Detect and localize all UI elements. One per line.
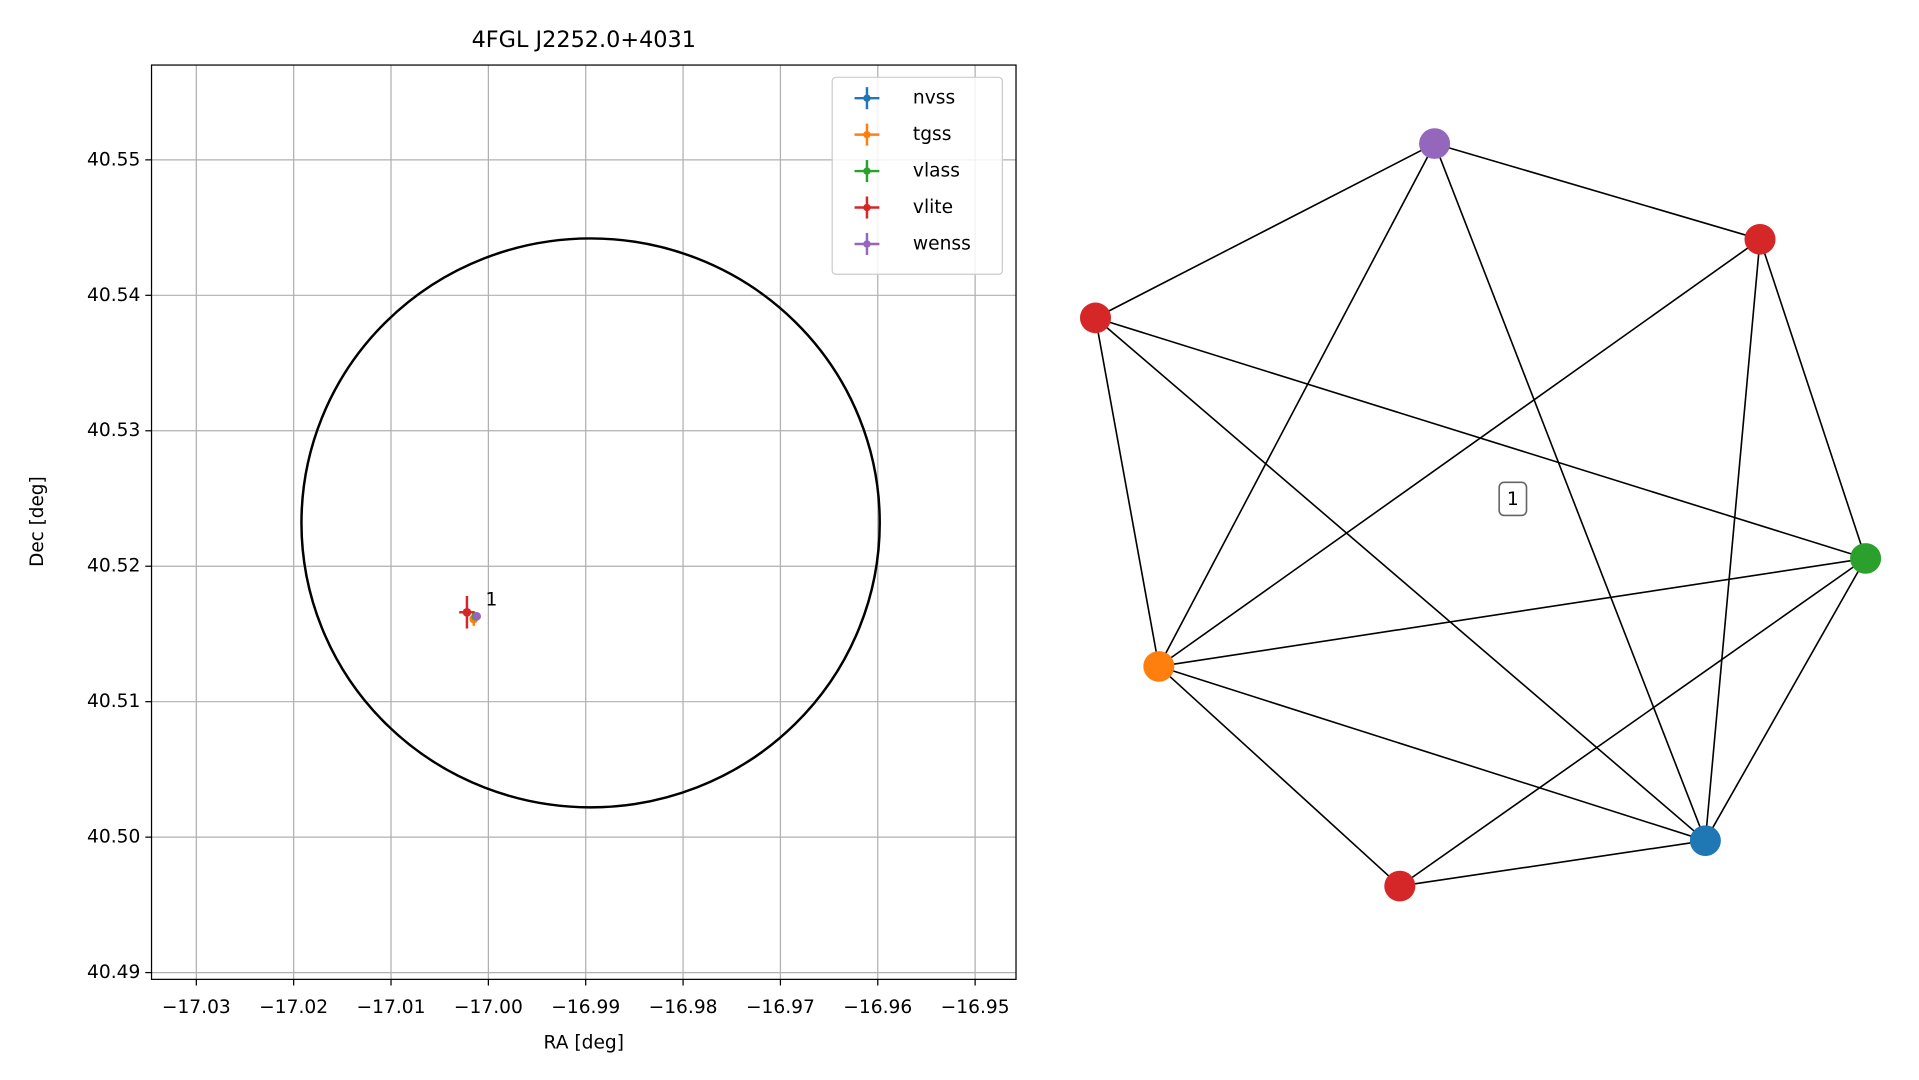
legend-label: tgss (913, 124, 952, 145)
plot-area: 1 (300, 237, 881, 809)
axes: −17.03 −17.02 −17.01 −17.00 −16.99 −16.98 −16.… (87, 64, 1017, 1018)
node (1143, 651, 1175, 682)
edge (1158, 143, 1436, 667)
legend-marker (863, 203, 871, 212)
edge (1433, 143, 1707, 841)
legend-label: vlass (913, 161, 960, 182)
node (1744, 223, 1776, 255)
edge (1158, 557, 1866, 668)
annotation: 1 (485, 590, 497, 611)
edge (1399, 557, 1867, 887)
edge (1704, 558, 1867, 842)
x-tick-label: −16.97 (746, 997, 815, 1018)
legend-marker (863, 94, 871, 102)
x-tick-label: −17.00 (454, 997, 523, 1018)
edge (1158, 665, 1401, 887)
y-tick-label: 40.54 (87, 285, 140, 306)
node (1384, 870, 1416, 902)
edge (1095, 142, 1435, 319)
node (1079, 302, 1112, 334)
legend-frame (831, 76, 1003, 275)
x-tick-label: −16.99 (551, 997, 620, 1018)
legend-label: vlite (913, 197, 953, 218)
x-tick-label: −17.02 (259, 997, 328, 1018)
x-tick-label: −16.96 (843, 997, 912, 1018)
y-tick-label: 40.52 (87, 556, 140, 577)
label-box (1498, 481, 1528, 517)
y-tick-label: 40.55 (87, 149, 140, 170)
node (1850, 543, 1882, 574)
node (1419, 128, 1451, 159)
edge (1094, 317, 1160, 667)
legend-marker (863, 167, 871, 175)
chart-title: 4FGL J2252.0+4031 (472, 27, 696, 53)
edge (1704, 239, 1761, 841)
edge (1095, 317, 1866, 560)
x-axis-label: RA [deg] (544, 1033, 624, 1054)
cluster-label: 1 (1507, 489, 1519, 510)
point (462, 607, 472, 617)
legend-label: wenss (913, 234, 971, 255)
legend-label: nvss (913, 88, 955, 109)
edge (1434, 142, 1761, 241)
legend-marker (863, 240, 871, 248)
y-tick-label: 40.53 (87, 420, 140, 441)
node (1689, 825, 1721, 857)
search-circle (300, 237, 881, 809)
grid (151, 65, 1017, 980)
y-tick-label: 40.49 (87, 962, 140, 983)
y-tick-label: 40.50 (87, 827, 140, 848)
edge (1399, 839, 1706, 887)
edge (1158, 238, 1761, 668)
x-tick-label: −16.95 (941, 997, 1010, 1018)
x-tick-label: −17.01 (357, 997, 426, 1018)
y-tick-label: 40.51 (87, 691, 140, 712)
x-tick-label: −17.03 (162, 997, 231, 1018)
edge (1094, 317, 1706, 842)
axes-frame (150, 64, 1017, 980)
legend-marker (863, 130, 871, 139)
edge (1158, 665, 1706, 842)
y-axis-label: Dec [deg] (27, 476, 48, 567)
x-tick-label: −16.98 (649, 997, 718, 1018)
point (472, 612, 482, 621)
network: 1 (1079, 128, 1882, 902)
edge (1759, 239, 1867, 559)
